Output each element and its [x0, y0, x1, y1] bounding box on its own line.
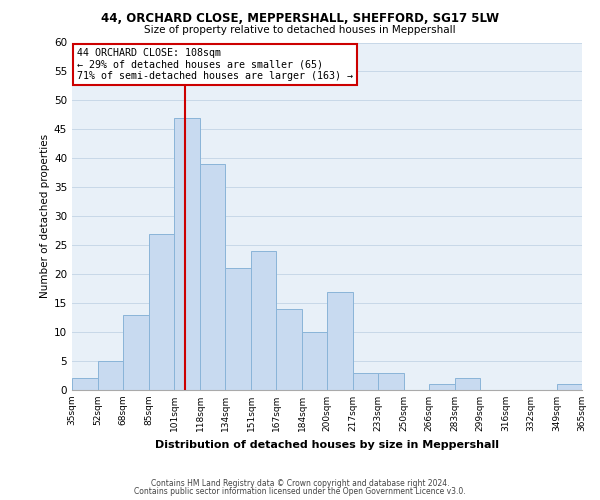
Bar: [378, 372, 404, 390]
Bar: [225, 268, 251, 390]
Bar: [174, 118, 200, 390]
Bar: [98, 361, 123, 390]
X-axis label: Distribution of detached houses by size in Meppershall: Distribution of detached houses by size …: [155, 440, 499, 450]
Bar: [455, 378, 480, 390]
Bar: [353, 372, 378, 390]
Bar: [327, 292, 353, 390]
Text: Contains public sector information licensed under the Open Government Licence v3: Contains public sector information licen…: [134, 487, 466, 496]
Bar: [251, 251, 276, 390]
Text: 44 ORCHARD CLOSE: 108sqm
← 29% of detached houses are smaller (65)
71% of semi-d: 44 ORCHARD CLOSE: 108sqm ← 29% of detach…: [77, 48, 353, 81]
Bar: [276, 309, 302, 390]
Bar: [123, 314, 149, 390]
Bar: [72, 378, 98, 390]
Text: Size of property relative to detached houses in Meppershall: Size of property relative to detached ho…: [144, 25, 456, 35]
Bar: [149, 234, 174, 390]
Y-axis label: Number of detached properties: Number of detached properties: [40, 134, 50, 298]
Text: Contains HM Land Registry data © Crown copyright and database right 2024.: Contains HM Land Registry data © Crown c…: [151, 478, 449, 488]
Bar: [557, 384, 582, 390]
Text: 44, ORCHARD CLOSE, MEPPERSHALL, SHEFFORD, SG17 5LW: 44, ORCHARD CLOSE, MEPPERSHALL, SHEFFORD…: [101, 12, 499, 26]
Bar: [302, 332, 327, 390]
Bar: [429, 384, 455, 390]
Bar: [200, 164, 225, 390]
